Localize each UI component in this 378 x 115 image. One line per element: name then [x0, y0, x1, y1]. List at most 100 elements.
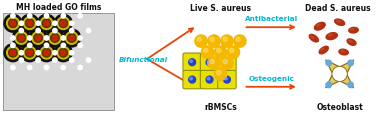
Circle shape	[86, 58, 91, 63]
Ellipse shape	[336, 20, 341, 24]
Circle shape	[59, 49, 68, 58]
Circle shape	[40, 47, 53, 59]
Circle shape	[11, 44, 15, 48]
Circle shape	[223, 38, 227, 42]
Circle shape	[4, 15, 22, 33]
Circle shape	[326, 61, 332, 66]
FancyBboxPatch shape	[200, 53, 219, 72]
Circle shape	[44, 21, 49, 27]
Circle shape	[32, 32, 44, 45]
Circle shape	[70, 22, 74, 26]
Circle shape	[189, 59, 195, 66]
Circle shape	[36, 36, 41, 41]
Circle shape	[57, 47, 70, 59]
Circle shape	[44, 36, 49, 41]
Ellipse shape	[314, 23, 326, 32]
Circle shape	[190, 60, 192, 63]
Circle shape	[7, 18, 19, 30]
Circle shape	[19, 22, 23, 26]
Circle shape	[9, 20, 17, 28]
Circle shape	[11, 36, 15, 41]
Circle shape	[23, 47, 36, 59]
Text: Bifunctional: Bifunctional	[119, 56, 168, 62]
Circle shape	[195, 36, 207, 48]
Circle shape	[44, 44, 49, 48]
Circle shape	[44, 51, 49, 56]
Circle shape	[19, 58, 23, 63]
Circle shape	[60, 51, 66, 56]
Ellipse shape	[325, 33, 338, 41]
Circle shape	[21, 15, 39, 33]
Circle shape	[44, 66, 49, 70]
Circle shape	[7, 47, 19, 59]
Circle shape	[61, 44, 65, 48]
Ellipse shape	[308, 34, 319, 43]
Circle shape	[53, 22, 57, 26]
Circle shape	[53, 51, 57, 55]
Circle shape	[37, 15, 56, 33]
Ellipse shape	[320, 48, 325, 51]
Circle shape	[214, 69, 227, 81]
Circle shape	[65, 32, 78, 45]
Circle shape	[78, 66, 82, 70]
Circle shape	[70, 29, 74, 33]
Circle shape	[36, 29, 40, 33]
FancyBboxPatch shape	[218, 71, 236, 89]
Circle shape	[61, 15, 65, 19]
Circle shape	[25, 49, 34, 58]
Circle shape	[36, 58, 40, 63]
Circle shape	[229, 49, 234, 53]
Circle shape	[34, 34, 42, 43]
Circle shape	[234, 36, 246, 48]
Circle shape	[210, 60, 214, 64]
Circle shape	[29, 30, 47, 47]
Ellipse shape	[348, 40, 353, 43]
Circle shape	[27, 21, 33, 27]
Circle shape	[217, 71, 221, 75]
Ellipse shape	[327, 34, 333, 37]
Ellipse shape	[334, 19, 345, 27]
Circle shape	[28, 36, 32, 41]
Circle shape	[70, 58, 74, 63]
Circle shape	[4, 44, 22, 62]
Circle shape	[207, 60, 210, 63]
Circle shape	[236, 38, 240, 42]
Circle shape	[61, 36, 65, 41]
Circle shape	[19, 51, 23, 55]
Circle shape	[223, 76, 230, 83]
Circle shape	[49, 32, 61, 45]
Circle shape	[223, 60, 227, 64]
Circle shape	[15, 32, 28, 45]
Circle shape	[52, 36, 57, 41]
Circle shape	[78, 15, 82, 19]
Circle shape	[54, 44, 72, 62]
Circle shape	[46, 30, 64, 47]
Circle shape	[197, 38, 201, 42]
Circle shape	[60, 21, 66, 27]
Circle shape	[11, 15, 15, 19]
Polygon shape	[325, 60, 354, 88]
Circle shape	[208, 58, 220, 70]
Circle shape	[221, 58, 233, 70]
Circle shape	[210, 38, 214, 42]
Circle shape	[12, 30, 30, 47]
Circle shape	[9, 49, 17, 58]
Circle shape	[206, 59, 213, 66]
Circle shape	[78, 44, 82, 48]
Circle shape	[61, 66, 65, 70]
Circle shape	[28, 66, 32, 70]
Circle shape	[40, 18, 53, 30]
Ellipse shape	[310, 36, 315, 40]
Circle shape	[225, 78, 227, 80]
Circle shape	[53, 58, 57, 63]
Circle shape	[59, 20, 68, 28]
Circle shape	[42, 20, 51, 28]
Circle shape	[221, 36, 233, 48]
Bar	[3, 14, 114, 110]
Ellipse shape	[319, 46, 329, 55]
Circle shape	[10, 51, 15, 56]
Text: rBMSCs: rBMSCs	[204, 102, 237, 111]
Circle shape	[190, 78, 192, 80]
Ellipse shape	[348, 27, 359, 34]
FancyBboxPatch shape	[218, 53, 236, 72]
